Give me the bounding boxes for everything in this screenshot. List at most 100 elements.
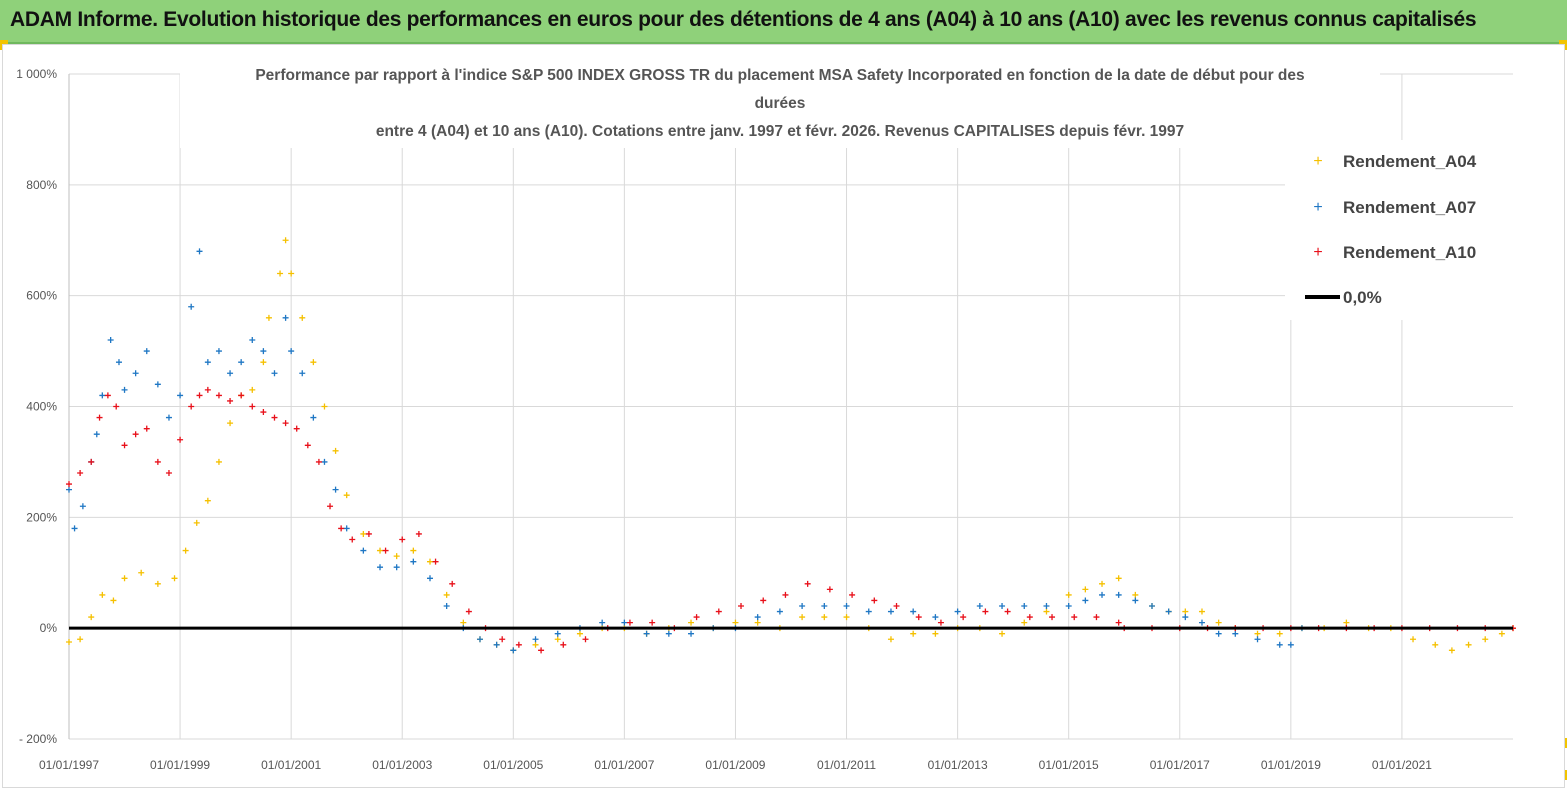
y-tick-label: 0% — [40, 621, 58, 635]
banner-title: ADAM Informe. Evolution historique des p… — [10, 8, 1477, 31]
point-rendement_a04 — [288, 270, 295, 277]
point-rendement_a10 — [1115, 619, 1122, 626]
point-rendement_a10 — [626, 619, 633, 626]
point-rendement_a04 — [1065, 591, 1072, 598]
point-rendement_a04 — [999, 630, 1006, 637]
point-rendement_a04 — [932, 630, 939, 637]
point-rendement_a10 — [960, 614, 967, 621]
point-rendement_a04 — [1482, 636, 1489, 643]
point-rendement_a04 — [310, 359, 317, 366]
point-rendement_a07 — [332, 486, 339, 493]
point-rendement_a10 — [1026, 614, 1033, 621]
point-rendement_a10 — [760, 597, 767, 604]
point-rendement_a04 — [193, 519, 200, 526]
x-tick-label: 01/01/2009 — [705, 758, 765, 772]
point-rendement_a07 — [1215, 630, 1222, 637]
point-rendement_a04 — [1410, 636, 1417, 643]
point-rendement_a07 — [1232, 630, 1239, 637]
point-rendement_a07 — [999, 603, 1006, 609]
x-tick-label: 01/01/2019 — [1261, 758, 1321, 772]
point-rendement_a04 — [249, 386, 256, 393]
point-rendement_a10 — [982, 608, 989, 615]
point-rendement_a10 — [515, 641, 522, 648]
x-tick-label: 01/01/2005 — [483, 758, 543, 772]
point-rendement_a10 — [204, 386, 211, 393]
point-rendement_a04 — [1115, 575, 1122, 582]
point-rendement_a10 — [1093, 614, 1100, 621]
point-rendement_a07 — [1276, 641, 1283, 648]
x-tick-label: 01/01/2021 — [1372, 758, 1432, 772]
point-rendement_a07 — [343, 525, 350, 532]
point-rendement_a04 — [138, 569, 145, 576]
point-rendement_a07 — [121, 386, 128, 393]
point-rendement_a07 — [282, 314, 289, 321]
point-rendement_a10 — [693, 614, 700, 621]
point-rendement_a07 — [410, 558, 417, 565]
point-rendement_a10 — [271, 414, 278, 421]
y-tick-label: 200% — [26, 510, 57, 524]
point-rendement_a07 — [227, 370, 234, 377]
point-rendement_a04 — [215, 458, 222, 465]
point-rendement_a10 — [327, 503, 334, 510]
point-rendement_a07 — [310, 414, 317, 421]
point-rendement_a04 — [154, 580, 161, 587]
point-rendement_a10 — [1071, 614, 1078, 621]
y-tick-label: 600% — [26, 289, 57, 303]
point-rendement_a04 — [1254, 630, 1261, 637]
point-rendement_a10 — [432, 558, 439, 565]
point-rendement_a04 — [1082, 586, 1089, 593]
point-rendement_a07 — [688, 630, 695, 637]
point-rendement_a10 — [88, 458, 95, 465]
point-rendement_a04 — [460, 619, 467, 626]
legend-marker-a04: + — [1313, 153, 1322, 170]
point-rendement_a10 — [177, 436, 184, 443]
point-rendement_a10 — [349, 536, 356, 543]
point-rendement_a10 — [782, 591, 789, 598]
point-rendement_a07 — [954, 608, 961, 615]
point-rendement_a04 — [427, 558, 433, 565]
series-rendement_a07 — [66, 248, 1305, 654]
point-rendement_a04 — [443, 591, 450, 598]
point-rendement_a04 — [1465, 641, 1472, 648]
point-rendement_a04 — [821, 614, 828, 621]
point-rendement_a07 — [443, 603, 450, 609]
point-rendement_a07 — [1287, 641, 1294, 648]
point-rendement_a10 — [560, 641, 567, 648]
point-rendement_a10 — [113, 403, 120, 410]
point-rendement_a07 — [1043, 603, 1050, 609]
point-rendement_a07 — [1254, 636, 1261, 643]
point-rendement_a10 — [849, 591, 856, 598]
point-rendement_a04 — [77, 636, 84, 643]
legend-marker-a10: + — [1313, 244, 1322, 261]
header-banner: ADAM Informe. Evolution historique des p… — [0, 0, 1567, 44]
point-rendement_a10 — [826, 586, 833, 593]
point-rendement_a10 — [121, 442, 128, 449]
point-rendement_a04 — [265, 314, 272, 321]
point-rendement_a07 — [754, 614, 761, 621]
legend-label-zero: 0,0% — [1343, 288, 1382, 307]
point-rendement_a10 — [66, 481, 72, 488]
point-rendement_a07 — [665, 630, 672, 637]
point-rendement_a07 — [1198, 619, 1205, 626]
point-rendement_a04 — [321, 403, 328, 410]
series-rendement_a10 — [66, 386, 1516, 654]
legend-background — [1285, 140, 1515, 320]
point-rendement_a07 — [1149, 603, 1155, 609]
point-rendement_a10 — [738, 603, 745, 609]
point-rendement_a07 — [1021, 603, 1028, 609]
point-rendement_a10 — [338, 525, 345, 532]
legend: + Rendement_A04 + Rendement_A07 + Rendem… — [1285, 140, 1515, 320]
chart-title-line-1: Performance par rapport à l'indice S&P 5… — [255, 67, 1304, 84]
x-axis-ticks: 01/01/1997 01/01/1999 01/01/2001 01/01/2003… — [39, 758, 1432, 772]
point-rendement_a07 — [377, 564, 384, 571]
point-rendement_a07 — [599, 619, 606, 626]
point-rendement_a07 — [360, 547, 367, 554]
point-rendement_a10 — [365, 530, 372, 537]
point-rendement_a07 — [821, 603, 828, 609]
point-rendement_a04 — [121, 575, 128, 582]
point-rendement_a04 — [688, 619, 695, 626]
point-rendement_a04 — [410, 547, 417, 554]
point-rendement_a07 — [107, 337, 114, 343]
point-rendement_a04 — [1448, 647, 1455, 654]
